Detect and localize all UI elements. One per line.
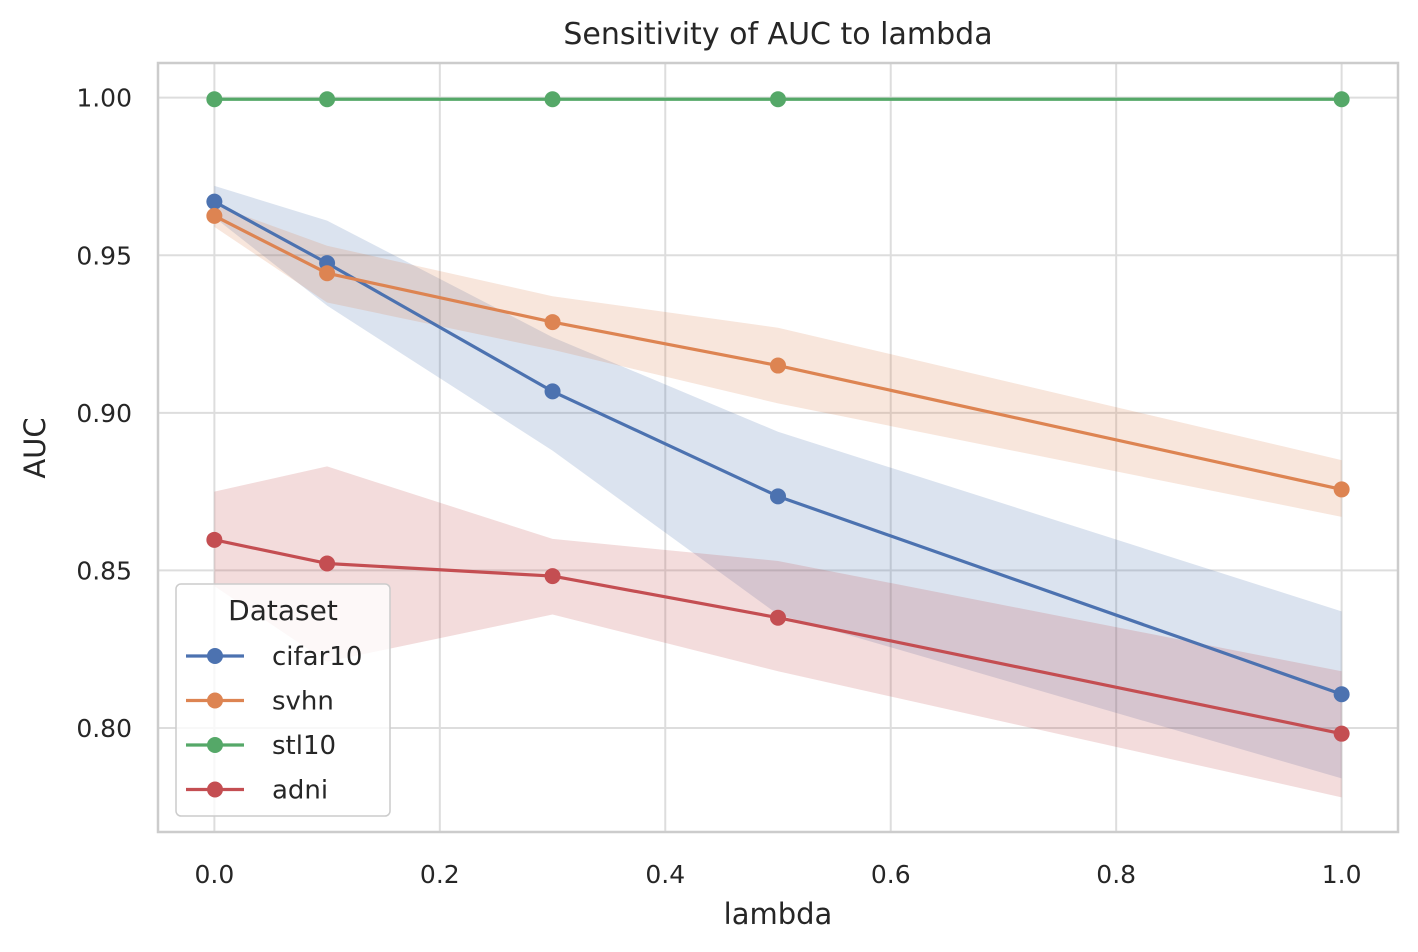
cifar10-point — [544, 383, 561, 400]
legend-swatch-marker — [207, 737, 223, 753]
legend-title: Dataset — [228, 594, 338, 627]
adni-point — [206, 531, 223, 548]
x-tick-label: 0.0 — [194, 860, 234, 889]
legend-label: stl10 — [272, 731, 336, 761]
legend-entry-stl10: stl10 — [186, 731, 336, 761]
svhn-point — [1333, 481, 1350, 498]
cifar10-point — [206, 193, 223, 210]
y-tick-label: 0.95 — [76, 241, 132, 270]
x-axis-label: lambda — [724, 897, 833, 931]
legend-swatch-marker — [207, 692, 223, 709]
stl10-point — [206, 91, 223, 108]
adni-point — [770, 609, 786, 626]
stl10-point — [544, 91, 561, 108]
x-axis-ticks: 0.0 0.2 0.4 0.6 0.8 1.0 — [194, 860, 1361, 889]
legend: Dataset cifar10 svhn stl10 adni — [175, 583, 391, 817]
legend-swatch-marker — [207, 781, 223, 798]
legend-entry-cifar10: cifar10 — [186, 642, 362, 672]
svhn-point — [319, 265, 336, 282]
svhn-point — [206, 207, 223, 224]
y-tick-label: 1.00 — [76, 84, 132, 113]
y-tick-label: 0.80 — [76, 714, 132, 743]
svhn-point — [544, 314, 561, 331]
cifar10-band — [214, 185, 1342, 779]
svhn-point — [770, 357, 786, 374]
x-tick-label: 0.8 — [1096, 860, 1136, 889]
stl10-point — [1333, 91, 1350, 108]
plot-frame — [156, 61, 1400, 834]
adni-point — [544, 568, 561, 585]
legend-swatch-marker — [207, 648, 223, 664]
stl10-point — [770, 91, 786, 108]
y-tick-label: 0.90 — [76, 399, 132, 428]
y-axis-ticks: 0.80 0.85 0.90 0.95 1.00 — [76, 84, 132, 743]
cifar10-point — [770, 488, 786, 505]
legend-label: svhn — [272, 687, 334, 717]
cifar10-point — [1333, 686, 1350, 703]
legend-label: adni — [272, 776, 328, 806]
adni-point — [1333, 725, 1350, 742]
x-tick-label: 0.4 — [645, 860, 685, 889]
legend-entry-svhn: svhn — [186, 687, 334, 717]
chart-title: Sensitivity of AUC to lambda — [563, 17, 992, 52]
stl10-point — [319, 91, 336, 108]
x-tick-label: 0.6 — [871, 860, 911, 889]
adni-band — [214, 466, 1342, 798]
legend-label: cifar10 — [272, 642, 362, 672]
adni-point — [319, 555, 336, 572]
legend-entries: cifar10 svhn stl10 adni — [186, 642, 362, 806]
y-axis-label: AUC — [18, 417, 52, 478]
x-tick-label: 1.0 — [1322, 860, 1362, 889]
y-tick-label: 0.85 — [76, 556, 132, 585]
x-tick-label: 0.2 — [420, 860, 460, 889]
series-markers — [206, 91, 1350, 742]
legend-box — [175, 583, 391, 817]
legend-entry-adni: adni — [186, 776, 328, 806]
